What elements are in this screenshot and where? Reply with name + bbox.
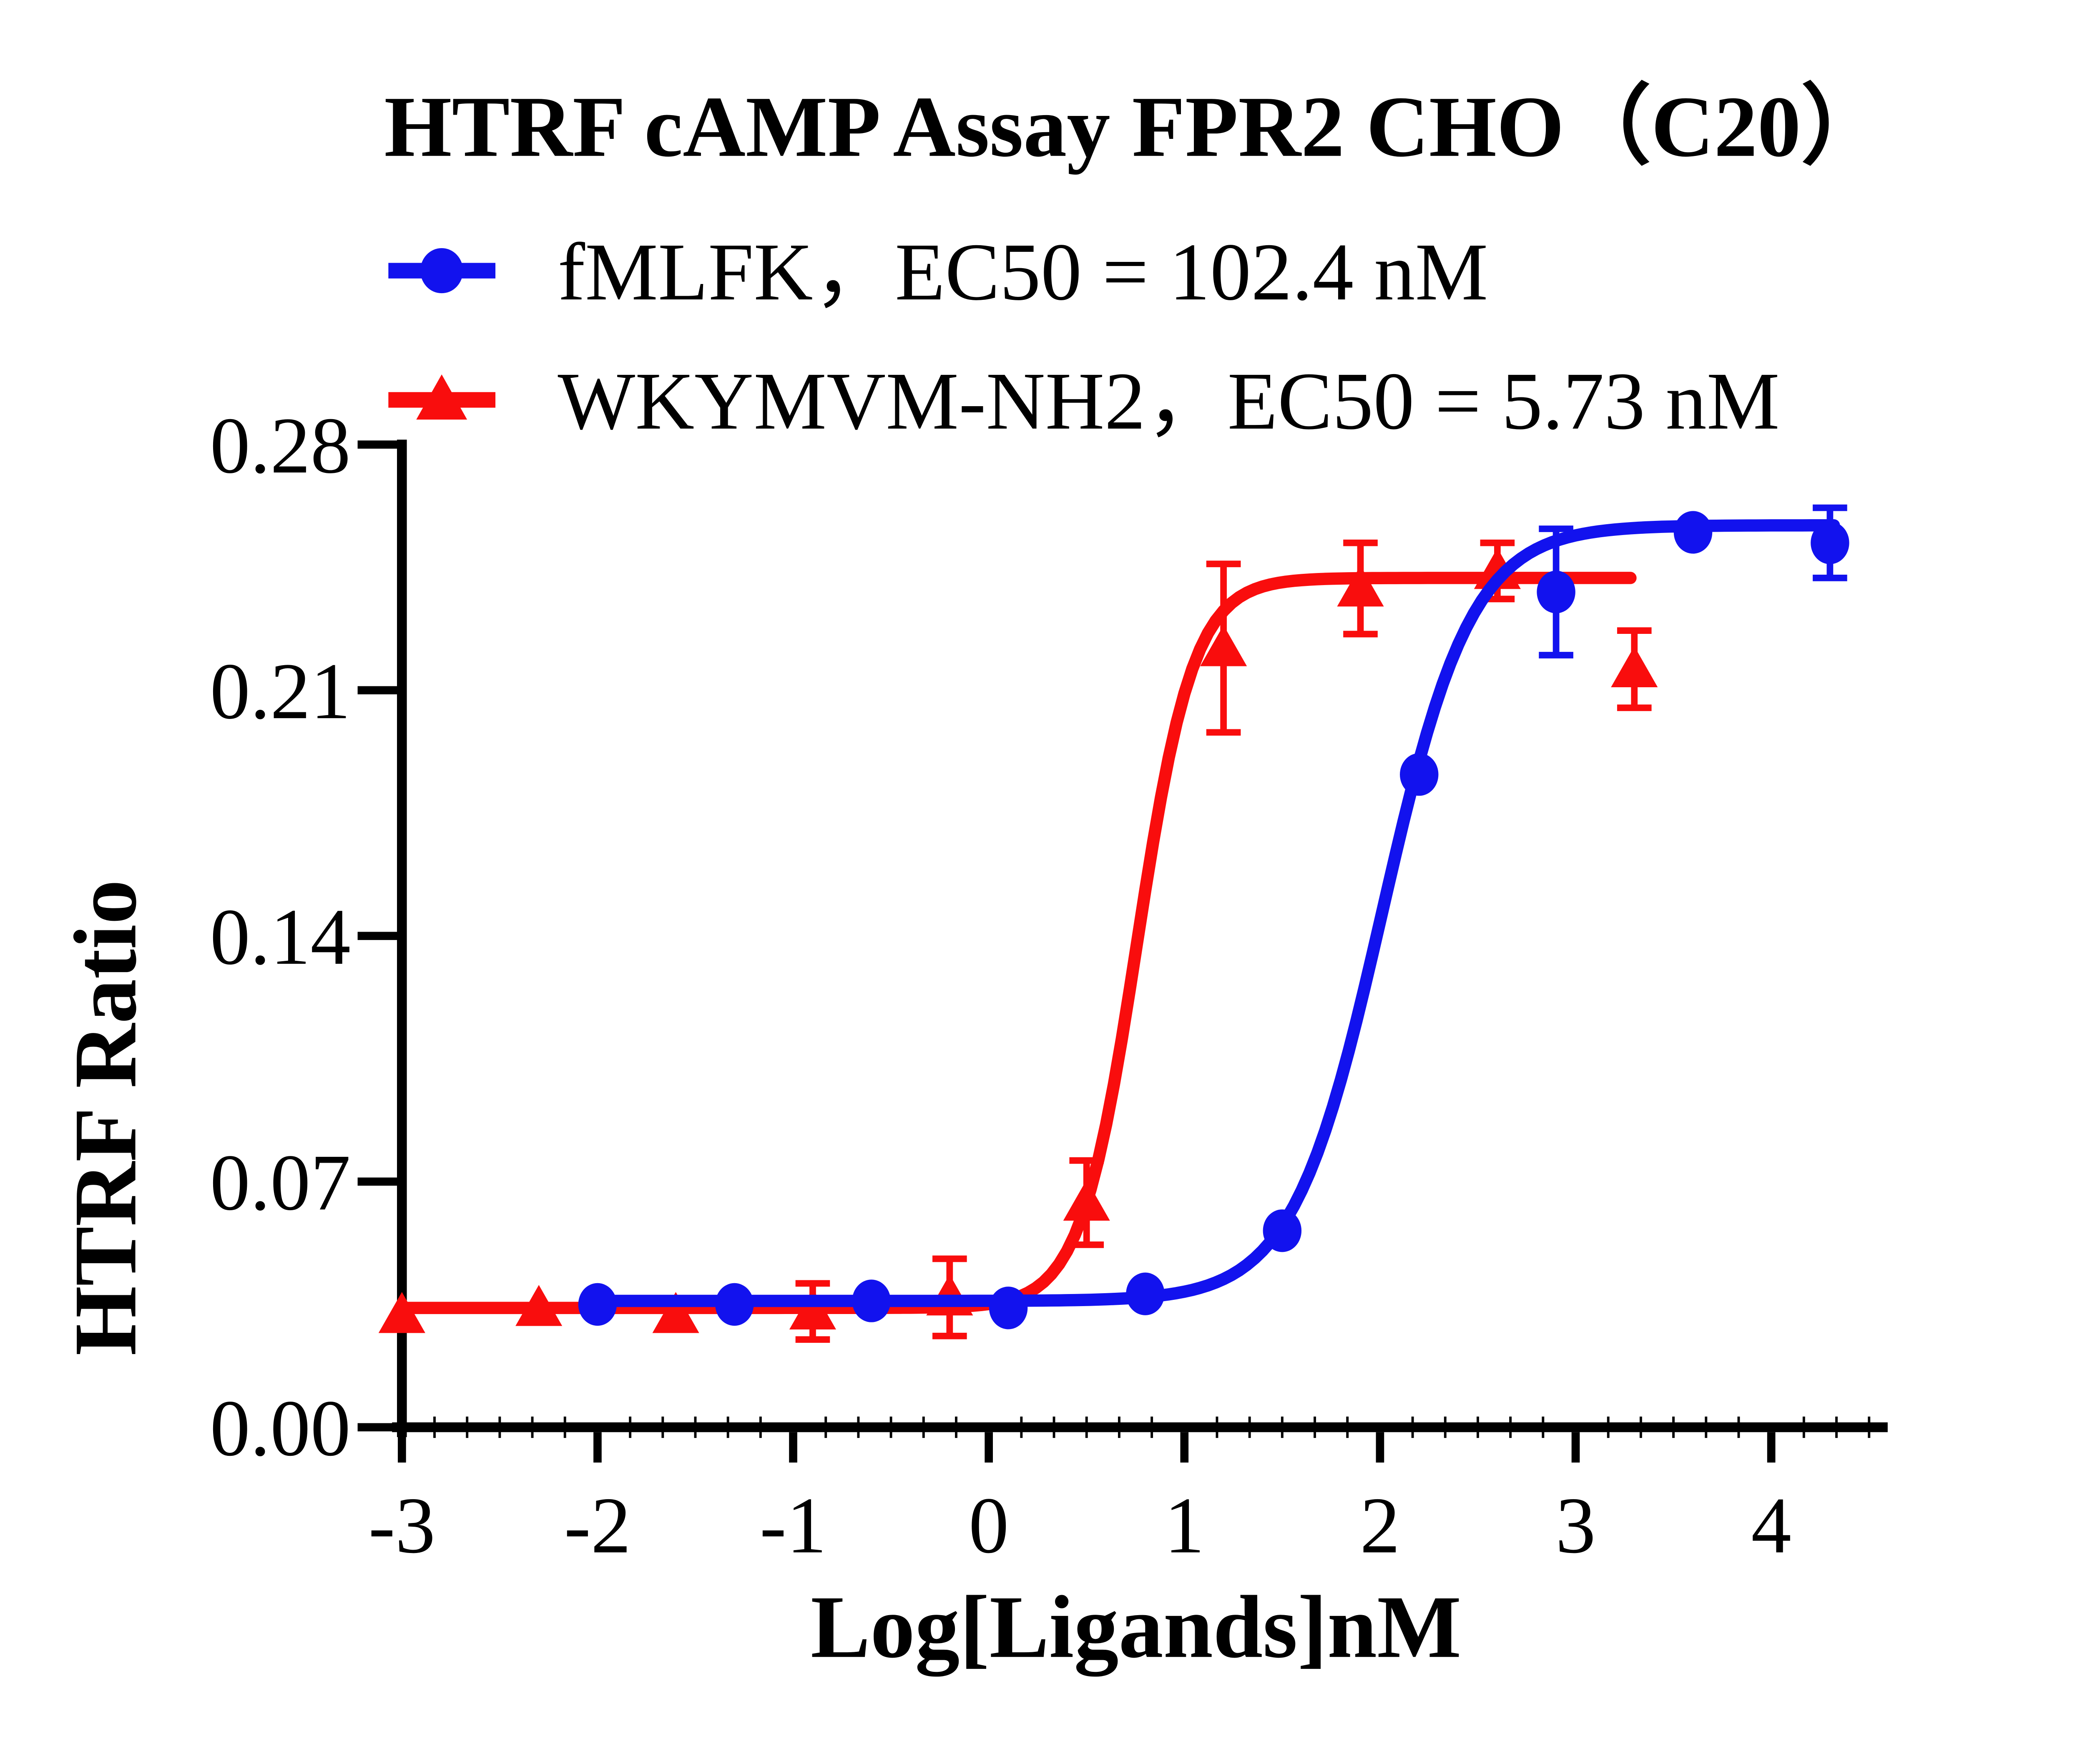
fit-curve-fMLFK [591,519,1840,1307]
y-tick-label: 0.00 [210,1383,351,1473]
y-axis-label: HTRF Ratio [56,879,155,1355]
data-point-circle [1126,1272,1165,1315]
data-point-triangle [1611,646,1658,687]
data-point-circle [715,1283,754,1326]
legend: fMLFK，EC50 = 102.4 nM WKYMVM-NH2，EC50 = 5… [388,226,1780,447]
x-tick-label: 0 [969,1480,1009,1570]
data-point-triangle [1200,625,1247,666]
series-fMLFK [578,504,1849,1329]
legend-label: fMLFK，EC50 = 102.4 nM [558,226,1488,317]
y-tick-label: 0.21 [210,646,351,736]
legend-item-WKYMVM-NH2: WKYMVM-NH2，EC50 = 5.73 nM [388,356,1780,447]
legend-marker-triangle [416,374,467,420]
x-tick-label: 2 [1360,1480,1400,1570]
axes: 0.00 0.07 0.14 0.21 0.28 -3 -2 -1 0 1 2 3 4 [210,401,1888,1570]
series-WKYMVM-NH2 [378,539,1658,1343]
legend-label: WKYMVM-NH2，EC50 = 5.73 nM [558,356,1780,447]
x-tick-label: -1 [760,1480,827,1570]
data-point-circle [989,1287,1028,1329]
data-point-circle [1673,511,1713,554]
legend-marker-circle [420,248,463,294]
legend-item-fMLFK: fMLFK，EC50 = 102.4 nM [388,226,1488,317]
data-point-circle [578,1283,617,1326]
data-point-triangle [1474,548,1521,589]
data-point-circle [852,1279,891,1322]
y-tick-label: 0.28 [210,401,351,490]
x-tick-label: -3 [369,1480,436,1570]
data-point-triangle [515,1285,563,1326]
x-tick-label: 3 [1555,1480,1595,1570]
chart-title: HTRF cAMP Assay FPR2 CHO（C20） [384,79,1888,175]
data-point-triangle [1337,565,1384,607]
data-point-circle [1263,1209,1302,1252]
x-tick-label: -2 [564,1480,631,1570]
x-axis-label: Log[Ligands]nM [811,1578,1462,1676]
data-point-circle [1811,521,1849,564]
y-tick-label: 0.07 [210,1138,351,1227]
y-tick-label: 0.14 [210,892,351,981]
data-point-triangle [789,1288,837,1330]
data-point-triangle [652,1292,699,1333]
x-tick-label: 1 [1164,1480,1204,1570]
x-tick-label: 4 [1751,1480,1791,1570]
data-point-circle [1400,753,1439,796]
data-point-triangle [378,1292,425,1333]
data-point-circle [1537,570,1575,613]
series-layer [378,504,1849,1343]
data-point-triangle [1063,1179,1110,1221]
